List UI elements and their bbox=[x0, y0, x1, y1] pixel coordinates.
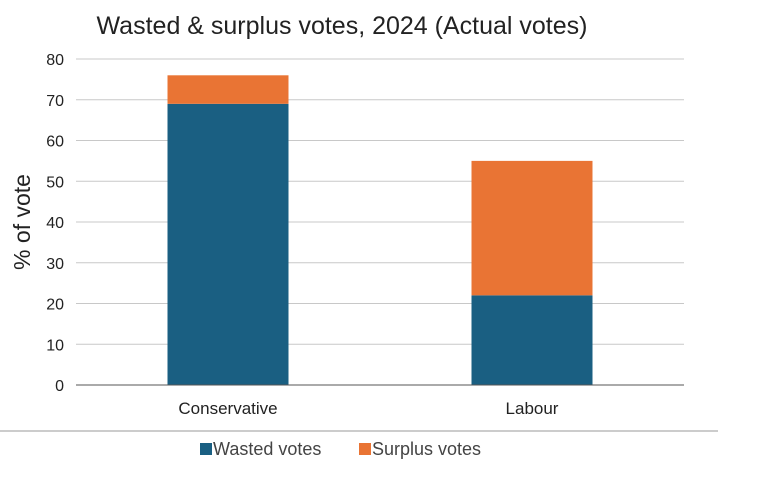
y-tick-label: 50 bbox=[46, 174, 64, 191]
y-axis-label: % of vote bbox=[9, 174, 35, 270]
category-label: Labour bbox=[506, 399, 559, 418]
y-tick-label: 30 bbox=[46, 256, 64, 273]
y-tick-label: 70 bbox=[46, 93, 64, 110]
category-label: Conservative bbox=[178, 399, 277, 418]
y-tick-label: 10 bbox=[46, 337, 64, 354]
gridlines bbox=[76, 58, 684, 345]
category-labels: Conservative Labour bbox=[178, 399, 558, 418]
bar-conservative-surplus-votes bbox=[167, 75, 289, 104]
bar-labour-surplus-votes bbox=[471, 160, 593, 296]
legend: Wasted votes Surplus votes bbox=[200, 439, 481, 459]
y-tick-label: 20 bbox=[46, 297, 64, 314]
legend-swatch bbox=[359, 443, 371, 455]
legend-label: Surplus votes bbox=[372, 439, 481, 459]
legend-label: Wasted votes bbox=[213, 439, 321, 459]
y-tick-label: 80 bbox=[46, 52, 64, 69]
y-tick-label: 0 bbox=[55, 378, 64, 395]
bars bbox=[167, 75, 593, 385]
bar-labour-wasted-votes bbox=[471, 295, 593, 385]
chart-title: Wasted & surplus votes, 2024 (Actual vot… bbox=[97, 12, 588, 40]
bar-conservative-wasted-votes bbox=[167, 103, 289, 385]
y-tick-labels: 0 10 20 30 40 50 60 70 80 bbox=[46, 52, 64, 395]
y-tick-label: 60 bbox=[46, 134, 64, 151]
legend-swatch bbox=[200, 443, 212, 455]
y-tick-label: 40 bbox=[46, 215, 64, 232]
